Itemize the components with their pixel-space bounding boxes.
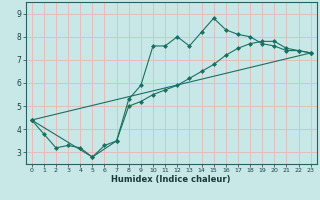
X-axis label: Humidex (Indice chaleur): Humidex (Indice chaleur)	[111, 175, 231, 184]
